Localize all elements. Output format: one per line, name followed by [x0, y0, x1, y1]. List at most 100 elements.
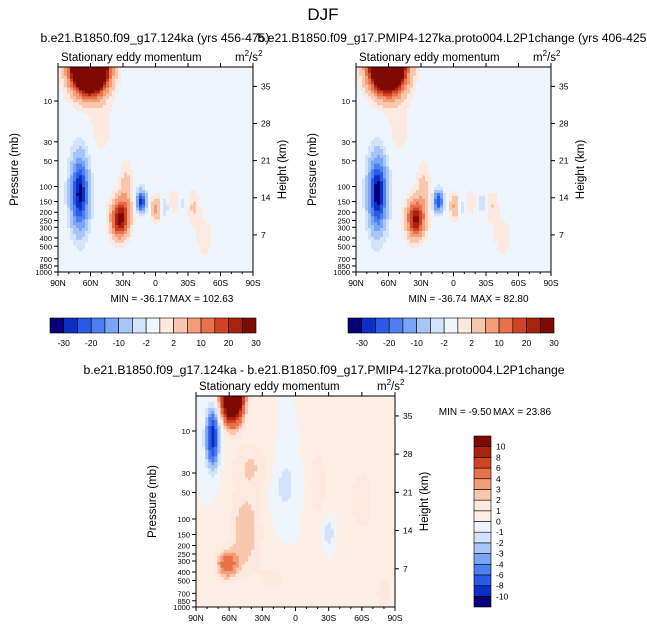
contour-cell [336, 531, 395, 536]
contour-cell [260, 498, 271, 503]
contour-cell [238, 507, 252, 512]
contour-cell [260, 552, 326, 557]
contour-cell [407, 228, 411, 232]
contour-cell [235, 417, 240, 421]
contour-cell [324, 471, 362, 475]
contour-cell [112, 108, 253, 112]
contour-cell [58, 69, 62, 74]
contour-cell [91, 116, 110, 121]
contour-cell [359, 72, 366, 77]
contour-cell [358, 474, 369, 478]
contour-cell [214, 420, 219, 424]
contour-cell [58, 140, 74, 144]
contour-cell [214, 468, 219, 472]
contour-cell [190, 216, 203, 220]
contour-cell [464, 210, 471, 215]
contour-cell [374, 201, 378, 206]
contour-cell [428, 210, 432, 215]
contour-cell [205, 438, 209, 442]
contour-cell [196, 201, 200, 206]
contour-cell [248, 555, 261, 560]
contour-cell [160, 204, 164, 209]
colorbar-swatch [473, 446, 492, 458]
contour-cell [58, 251, 203, 256]
y-tick-label: 700 [39, 255, 52, 264]
contour-cell [428, 219, 432, 223]
contour-cell [272, 471, 283, 475]
contour-cell [196, 438, 203, 442]
contour-cell [88, 213, 92, 217]
contour-cell [208, 429, 212, 433]
contour-cell [352, 492, 372, 497]
x-tick-label: 60N [381, 278, 397, 288]
colorbar-swatch [473, 510, 492, 522]
contour-cell [389, 198, 393, 203]
contour-cell [324, 468, 395, 472]
contour-cell [470, 190, 474, 194]
contour-cell [118, 90, 253, 94]
contour-cell [112, 228, 116, 232]
contour-cell [428, 233, 495, 238]
contour-cell [205, 408, 209, 412]
contour-cell [392, 93, 399, 97]
units-label: m2/s2 [377, 378, 405, 393]
contour-cell [416, 81, 551, 86]
contour-cell [509, 225, 551, 229]
contour-cell [431, 190, 435, 194]
contour-cell [293, 402, 395, 406]
contour-cell [361, 471, 365, 475]
contour-cell [196, 594, 381, 599]
x-tick-label: 0 [153, 278, 158, 288]
contour-cell [217, 420, 222, 424]
contour-cell [196, 411, 206, 415]
contour-cell [202, 501, 212, 506]
contour-cell [327, 540, 332, 545]
contour-cell [58, 198, 65, 203]
contour-cell [356, 90, 363, 94]
contour-cell [94, 198, 110, 203]
colorbar-swatch [473, 542, 492, 554]
contour-cell [91, 207, 95, 212]
contour-cell [88, 187, 92, 191]
contour-cell [133, 190, 137, 194]
contour-cell [211, 474, 215, 478]
contour-cell [238, 408, 243, 412]
contour-cell [407, 93, 414, 97]
colorbar-label: -10 [496, 591, 509, 601]
contour-cell [407, 72, 411, 77]
contour-cell [428, 166, 551, 171]
contour-cell [217, 549, 225, 554]
contour-cell [190, 198, 200, 203]
contour-cell [278, 402, 295, 406]
contour-cell [413, 219, 420, 223]
contour-cell [178, 207, 188, 212]
contour-cell [217, 465, 225, 469]
contour-cell [91, 160, 125, 165]
contour-cell [370, 495, 395, 500]
contour-cell [85, 198, 89, 203]
contour-cell [58, 122, 92, 127]
contour-cell [154, 198, 161, 203]
contour-cell [431, 201, 435, 206]
y-tick-label: 150 [39, 198, 52, 207]
contour-cell [85, 242, 113, 247]
contour-cell [371, 67, 405, 71]
contour-cell [413, 184, 420, 188]
colorbar-swatch [485, 317, 500, 334]
contour-cell [112, 81, 116, 86]
contour-cell [217, 429, 222, 433]
contour-cell [333, 549, 395, 554]
contour-cell [380, 87, 396, 92]
contour-cell [76, 84, 104, 89]
contour-cell [139, 198, 143, 203]
contour-cell [446, 207, 450, 212]
contour-cell [148, 204, 152, 209]
colorbar-label: 30 [251, 338, 261, 348]
contour-cell [91, 231, 107, 235]
contour-cell [254, 546, 261, 551]
contour-cell [169, 195, 179, 200]
contour-cell [220, 450, 225, 454]
contour-cell [235, 432, 243, 436]
contour-cell [428, 172, 551, 176]
contour-cell [109, 75, 113, 80]
